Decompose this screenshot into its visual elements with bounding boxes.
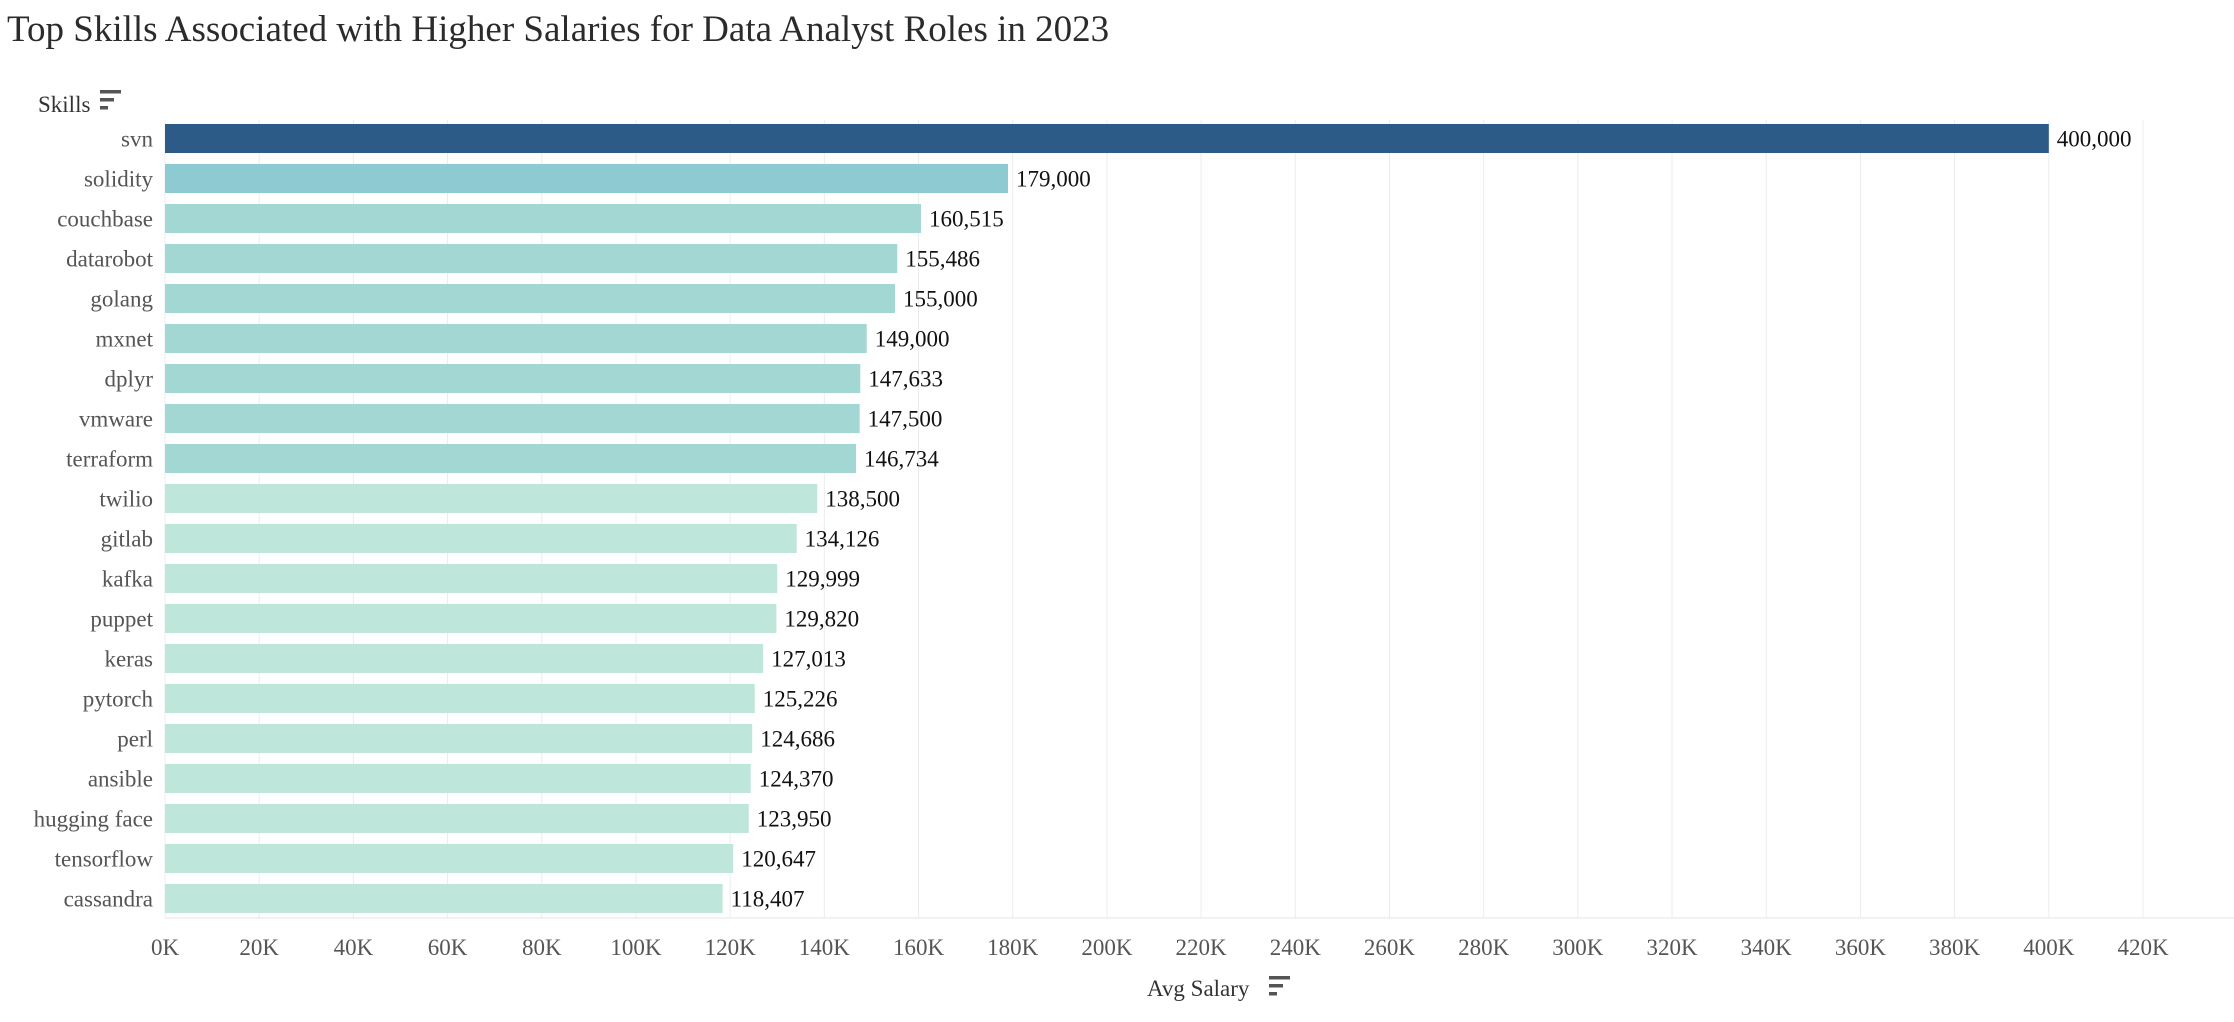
data-label: 129,820 <box>784 607 859 632</box>
bar-perl[interactable] <box>165 724 753 753</box>
data-label: 118,407 <box>731 887 805 912</box>
x-tick-label: 280K <box>1458 935 1510 960</box>
bar-gitlab[interactable] <box>165 524 797 553</box>
data-label: 129,999 <box>785 567 860 592</box>
bar-tensorflow[interactable] <box>165 844 734 873</box>
x-tick-label: 380K <box>1929 935 1981 960</box>
x-tick-label: 240K <box>1270 935 1322 960</box>
category-label: couchbase <box>57 207 153 232</box>
x-tick-label: 400K <box>2023 935 2075 960</box>
data-label: 179,000 <box>1016 167 1091 192</box>
bar-mxnet[interactable] <box>165 324 867 353</box>
category-label: hugging face <box>34 807 153 832</box>
x-tick-label: 200K <box>1081 935 1133 960</box>
x-tick-label: 340K <box>1741 935 1793 960</box>
category-label: dplyr <box>104 367 153 392</box>
x-tick-label: 80K <box>522 935 562 960</box>
category-label: mxnet <box>96 327 154 352</box>
bar-dplyr[interactable] <box>165 364 861 393</box>
bar-golang[interactable] <box>165 284 895 313</box>
bars <box>165 124 2049 913</box>
y-axis-title: Skills <box>38 92 90 117</box>
category-label: twilio <box>99 487 153 512</box>
bar-couchbase[interactable] <box>165 204 921 233</box>
bar-pytorch[interactable] <box>165 684 755 713</box>
x-tick-label: 300K <box>1552 935 1604 960</box>
category-label: tensorflow <box>55 847 154 872</box>
category-labels: svn solidity couchbase datarobot golang mxnet… <box>34 127 154 912</box>
data-label: 134,126 <box>805 527 880 552</box>
data-label: 146,734 <box>864 447 939 472</box>
bar-vmware[interactable] <box>165 404 860 433</box>
x-tick-label: 140K <box>799 935 851 960</box>
y-axis-sort-icon[interactable] <box>100 90 121 110</box>
x-tick-label: 160K <box>893 935 945 960</box>
category-label: keras <box>104 647 153 672</box>
bar-hugging-face[interactable] <box>165 804 749 833</box>
x-tick-label: 20K <box>239 935 279 960</box>
data-label: 147,633 <box>868 367 943 392</box>
data-label: 127,013 <box>771 647 846 672</box>
x-tick-label: 100K <box>610 935 662 960</box>
x-tick-labels: 0K 20K 40K 60K 80K 100K 120K 140K 160K 180K 200K 22… <box>151 935 2169 960</box>
data-label: 155,486 <box>905 247 980 272</box>
category-label: solidity <box>84 167 154 192</box>
data-label: 400,000 <box>2057 127 2132 152</box>
x-tick-label: 220K <box>1176 935 1228 960</box>
category-label: cassandra <box>64 887 153 912</box>
category-label: ansible <box>88 767 153 792</box>
category-label: puppet <box>90 607 153 632</box>
x-tick-label: 260K <box>1364 935 1416 960</box>
bar-solidity[interactable] <box>165 164 1009 193</box>
data-label: 124,686 <box>760 727 835 752</box>
data-label: 124,370 <box>759 767 834 792</box>
category-label: golang <box>90 287 153 312</box>
data-label: 149,000 <box>875 327 950 352</box>
category-label: vmware <box>79 407 153 432</box>
data-label: 155,000 <box>903 287 978 312</box>
bar-cassandra[interactable] <box>165 884 723 913</box>
bar-twilio[interactable] <box>165 484 818 513</box>
bar-puppet[interactable] <box>165 604 777 633</box>
x-tick-label: 320K <box>1646 935 1698 960</box>
data-labels: 400,000 179,000 160,515 155,486 155,000 149,0… <box>731 127 2132 912</box>
data-label: 120,647 <box>741 847 816 872</box>
x-tick-label: 360K <box>1835 935 1887 960</box>
x-axis-title: Avg Salary <box>1147 976 1250 1001</box>
bar-kafka[interactable] <box>165 564 778 593</box>
category-label: datarobot <box>66 247 153 272</box>
data-label: 147,500 <box>868 407 943 432</box>
bar-ansible[interactable] <box>165 764 751 793</box>
category-label: kafka <box>102 567 153 592</box>
x-axis-sort-icon[interactable] <box>1269 976 1290 996</box>
data-label: 160,515 <box>929 207 1004 232</box>
bar-svn[interactable] <box>165 124 2049 153</box>
category-label: svn <box>121 127 153 152</box>
x-tick-label: 120K <box>705 935 757 960</box>
x-tick-label: 420K <box>2117 935 2169 960</box>
data-label: 123,950 <box>757 807 832 832</box>
x-tick-label: 0K <box>151 935 180 960</box>
gridlines <box>164 120 2234 919</box>
bar-keras[interactable] <box>165 644 764 673</box>
x-tick-label: 60K <box>428 935 468 960</box>
data-label: 138,500 <box>825 487 900 512</box>
category-label: gitlab <box>101 527 153 552</box>
category-label: pytorch <box>83 687 154 712</box>
bar-terraform[interactable] <box>165 444 857 473</box>
category-label: terraform <box>66 447 153 472</box>
category-label: perl <box>117 727 153 752</box>
data-label: 125,226 <box>763 687 838 712</box>
bar-datarobot[interactable] <box>165 244 898 273</box>
x-tick-label: 40K <box>334 935 374 960</box>
x-tick-label: 180K <box>987 935 1039 960</box>
chart-title: Top Skills Associated with Higher Salari… <box>7 9 1110 50</box>
